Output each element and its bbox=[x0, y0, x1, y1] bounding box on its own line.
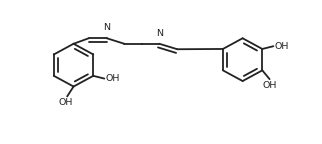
Text: OH: OH bbox=[59, 98, 73, 107]
Text: OH: OH bbox=[275, 42, 289, 51]
Text: N: N bbox=[156, 29, 163, 38]
Text: OH: OH bbox=[106, 74, 120, 83]
Text: N: N bbox=[103, 23, 110, 32]
Text: OH: OH bbox=[262, 81, 277, 90]
